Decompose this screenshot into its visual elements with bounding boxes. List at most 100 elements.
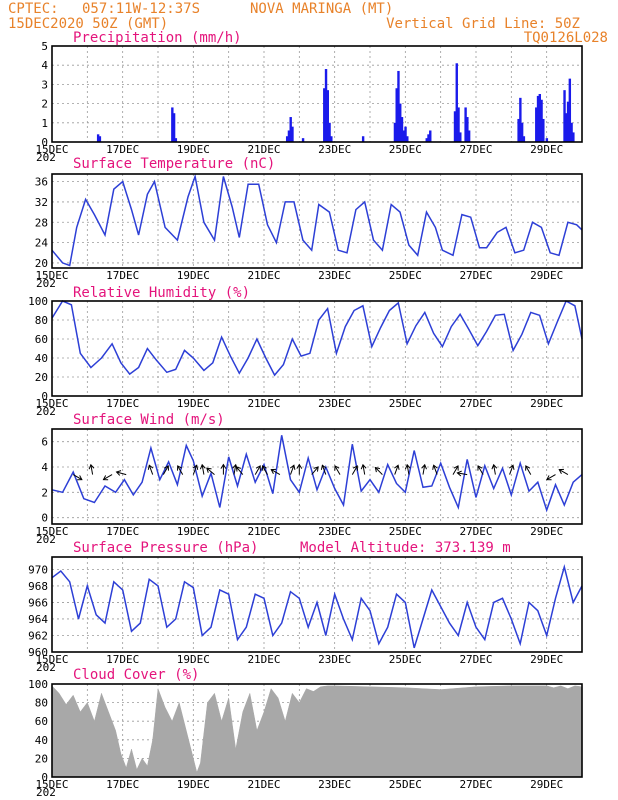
precip-ytick-label: 4 [41, 59, 48, 72]
wind-panel: 15DEC 17DEC 19DEC 21DEC 23DEC 25DEC 27DEC 29DEC… [35, 428, 583, 546]
precip-ytick-label: 1 [41, 117, 48, 130]
temp-ytick-label: 24 [35, 237, 49, 250]
wind-arrow-shaft [525, 465, 532, 475]
wind-arrow-head [192, 464, 199, 470]
precip-xtick-label: 15DEC [35, 143, 68, 156]
cloud-frame [51, 683, 583, 778]
cloud-xtick-label: 25DEC [389, 778, 422, 791]
precip-bar [427, 134, 430, 142]
wind-arrow [289, 464, 296, 475]
cloud-ytick-label: 100 [28, 678, 48, 691]
wind-arrow-shaft [452, 465, 459, 475]
temp-xtick-label: 23DEC [318, 269, 351, 282]
wind-arrow-shaft [493, 464, 496, 475]
temp-title: Surface Temperature (nC) [73, 156, 275, 172]
wind-arrow-head [163, 465, 169, 471]
wind-year-fragment: 202 [36, 533, 56, 546]
wind-ytick-label: 4 [41, 461, 48, 474]
wind-arrow-shaft [72, 474, 83, 481]
wind-xtick-label: 25DEC [389, 525, 422, 538]
precip-bar [330, 136, 333, 142]
precip-bar [361, 136, 365, 142]
precip-bar [566, 101, 570, 142]
wind-arrow [102, 474, 113, 481]
cloud-xtick-label: 27DEC [459, 778, 492, 791]
temp-ytick-label: 20 [35, 257, 48, 270]
temp-xtick-label: 15DEC [35, 269, 68, 282]
wind-arrow-head [102, 475, 109, 481]
wind-arrow [235, 466, 244, 475]
wind-arrow-shaft [192, 465, 198, 475]
wind-xtick-label: 19DEC [177, 525, 210, 538]
wind-arrow-shaft [262, 465, 268, 475]
wind-arrow [72, 474, 83, 481]
wind-arrow-head [453, 465, 459, 471]
wind-arrow [456, 470, 468, 477]
header-grid-note: Vertical Grid Line: 50Z [386, 16, 580, 32]
precip-bar [459, 132, 462, 142]
precip-bar [326, 90, 329, 142]
cloud-xtick-label: 17DEC [106, 778, 139, 791]
wind-arrow-shaft [270, 469, 281, 476]
cloud-ytick-label: 80 [35, 697, 48, 710]
temp-xtick-label: 29DEC [530, 269, 563, 282]
precip-bar [324, 69, 328, 142]
wind-arrow [261, 465, 268, 475]
wind-arrow-shaft [201, 464, 205, 475]
pres-ytick-label: 966 [28, 596, 48, 609]
precip-bar [400, 117, 404, 142]
precip-bar [517, 118, 520, 142]
wind-arrow-head [220, 463, 227, 469]
precip-bar [545, 138, 549, 142]
wind-arrow-shaft [422, 464, 426, 475]
precip-bar [467, 130, 471, 142]
wind-arrow-head [477, 465, 483, 471]
wind-title: Surface Wind (m/s) [73, 412, 225, 428]
wind-arrow-head [525, 465, 531, 471]
wind-arrow-shaft [177, 465, 184, 475]
wind-arrow-shaft [394, 465, 399, 475]
precip-bar [519, 97, 522, 142]
precip-bar [171, 107, 174, 142]
cloud-xtick-label: 23DEC [318, 778, 351, 791]
wind-arrow [452, 465, 459, 475]
precip-bar [406, 136, 409, 142]
wind-arrow [320, 464, 327, 475]
wind-arrow-head [199, 463, 206, 470]
wind-arrow [508, 464, 515, 475]
precip-bar [287, 130, 291, 142]
wind-arrow [394, 464, 400, 475]
pres-xtick-label: 23DEC [318, 653, 351, 666]
pres-xtick-label: 15DEC [35, 653, 68, 666]
rh-ytick-label: 40 [35, 352, 48, 365]
wind-ytick-label: 6 [41, 436, 48, 449]
precip-xtick-label: 23DEC [318, 143, 351, 156]
wind-frame [51, 428, 583, 525]
precip-bar [522, 136, 526, 142]
wind-arrow-shaft [558, 469, 569, 476]
precip-bar [425, 138, 428, 142]
temp-panel: 15DEC 17DEC 19DEC 21DEC 23DEC 25DEC 27DEC 29DEC… [35, 173, 583, 290]
temp-frame [51, 173, 583, 269]
wind-arrow-shaft [235, 466, 244, 475]
precip-bar [457, 107, 460, 142]
wind-arrow-head [177, 465, 183, 471]
wind-xtick-label: 17DEC [106, 525, 139, 538]
rh-series-line [51, 299, 583, 377]
wind-arrow [432, 464, 438, 475]
precip-bar [540, 99, 543, 142]
pres-ytick-label: 960 [28, 646, 48, 659]
rh-xtick-label: 25DEC [389, 397, 422, 410]
header-station: NOVA MARINGA (MT) [250, 1, 393, 17]
temp-ytick-label: 32 [35, 196, 48, 209]
wind-arrow-head [546, 475, 552, 481]
rh-xtick-label: 27DEC [459, 397, 492, 410]
temp-xtick-label: 21DEC [247, 269, 280, 282]
precip-xtick-label: 25DEC [389, 143, 422, 156]
wind-arrow-head [320, 464, 327, 470]
rh-frame [51, 300, 583, 397]
wind-arrow-head [456, 470, 462, 477]
wind-arrow-shaft [433, 465, 438, 475]
cloud-xtick-label: 19DEC [177, 778, 210, 791]
wind-arrow-shaft [406, 464, 410, 475]
